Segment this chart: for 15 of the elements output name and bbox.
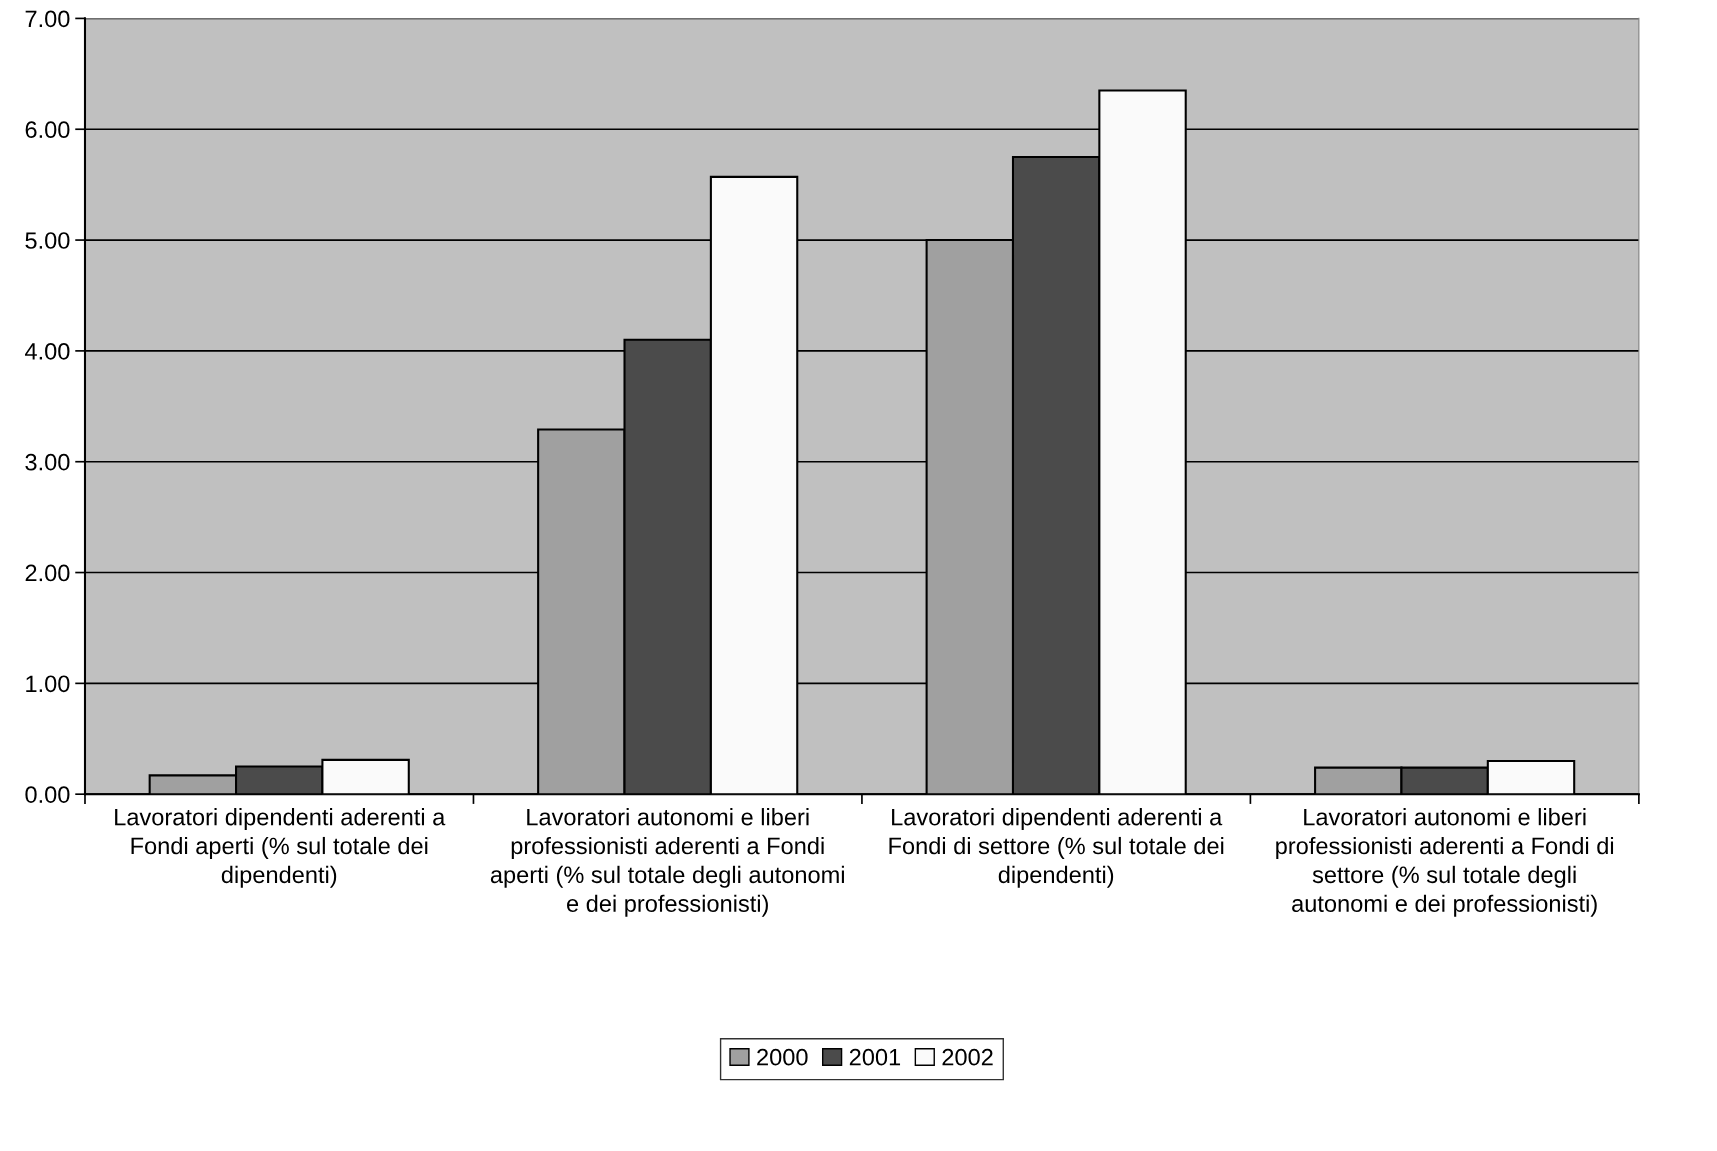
y-tick-label: 7.00 [25,10,70,28]
y-tick-label: 4.00 [25,342,70,360]
y-tick-label: 5.00 [25,232,70,249]
x-tick-label: Lavoratori autonomi e liberi professionisti aderenti a Fondi aperti (% sul totale degli autonomi e dei professionisti) [490,808,844,917]
y-tick-label: 0.00 [25,786,70,803]
legend-label: 2000 [757,1048,808,1066]
y-tick-label: 6.00 [25,121,70,139]
y-tick-label: 2.00 [25,564,70,582]
x-tick-label: Lavoratori autonomi e liberi professionisti aderenti a Fondi di settore (% sul totale degli autonomi e dei professionisti) [1276,808,1614,917]
legend-label: 2002 [942,1048,993,1066]
legend-label: 2001 [849,1048,901,1066]
x-tick-label: Lavoratori dipendenti aderenti a Fondi aperti (% sul totale dei dipendenti) [115,808,446,888]
x-tick-label: Lavoratori dipendenti aderenti a Fondi di settore (% sul totale dei dipendenti) [889,808,1224,888]
y-tick-label: 1.00 [26,675,70,693]
y-tick-label: 3.00 [25,453,70,471]
